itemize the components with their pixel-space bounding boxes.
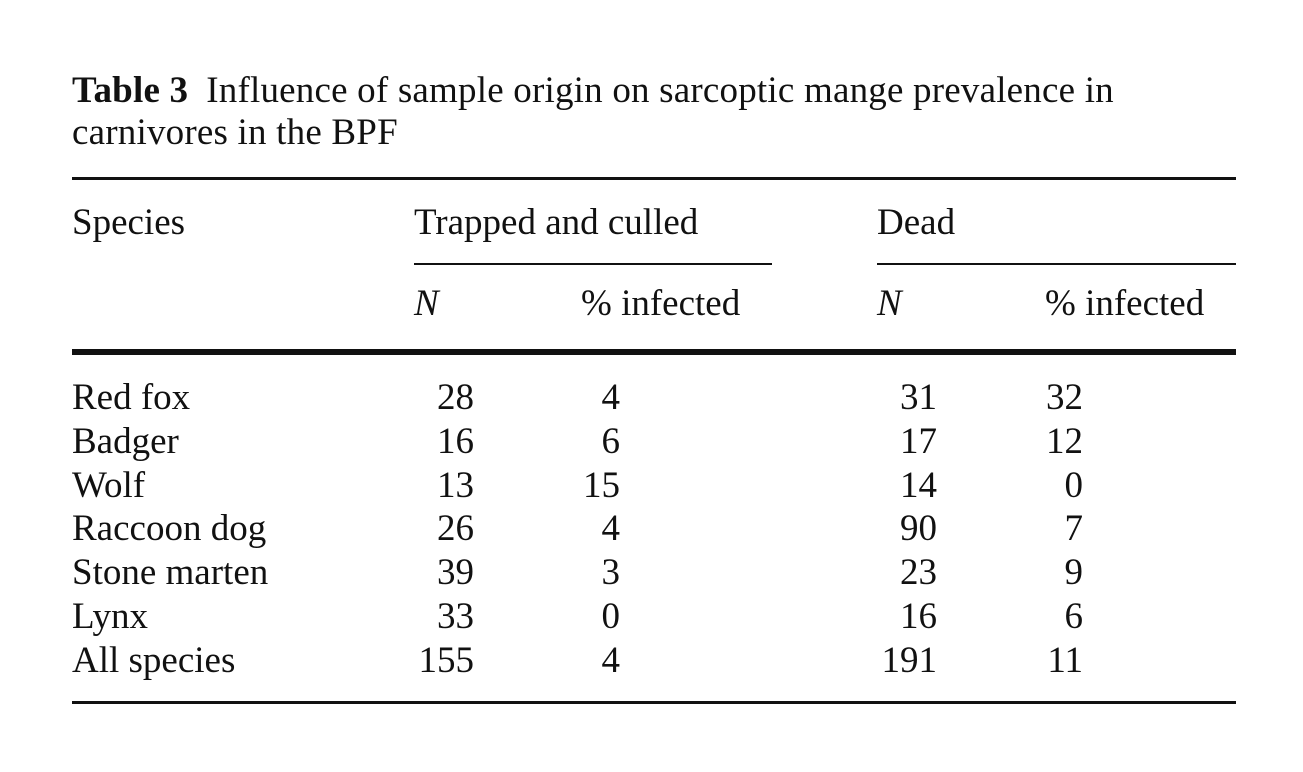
header-dead-n: N: [877, 283, 902, 324]
cell-dead-n: 14: [900, 465, 937, 506]
table-title: Influence of sample origin on sarcoptic …: [72, 70, 1114, 153]
header-thick-rule: [72, 349, 1236, 355]
cell-dead-pct: 7: [1064, 508, 1084, 549]
cell-trapped-n: 155: [418, 640, 475, 681]
cell-trapped-pct: 0: [601, 596, 621, 637]
cell-dead-n: 23: [900, 552, 937, 593]
cell-trapped-n: 33: [437, 596, 474, 637]
cell-dead-n: 191: [881, 640, 938, 681]
header-dead: Dead: [877, 202, 956, 243]
cell-species: All species: [72, 640, 236, 681]
header-trapped-n: N: [414, 283, 439, 324]
table-label: Table 3: [72, 70, 189, 111]
cell-trapped-pct: 6: [601, 421, 621, 462]
cell-trapped-n: 13: [437, 465, 474, 506]
trapped-group-rule: [414, 263, 772, 265]
header-trapped-pct: % infected: [581, 283, 741, 324]
cell-dead-n: 90: [900, 508, 937, 549]
bottom-rule: [72, 701, 1236, 704]
cell-dead-n: 31: [900, 377, 937, 418]
cell-dead-n: 16: [900, 596, 937, 637]
cell-trapped-n: 16: [437, 421, 474, 462]
table-caption: Table 3 Influence of sample origin on sar…: [72, 70, 1242, 154]
cell-dead-pct: 11: [1047, 640, 1083, 681]
dead-group-rule: [877, 263, 1236, 265]
cell-species: Stone marten: [72, 552, 269, 593]
header-trapped-and-culled: Trapped and culled: [414, 202, 699, 243]
cell-trapped-pct: 4: [601, 377, 621, 418]
top-rule: [72, 177, 1236, 180]
cell-species: Badger: [72, 421, 179, 462]
cell-species: Wolf: [72, 465, 146, 506]
cell-species: Lynx: [72, 596, 149, 637]
cell-species: Red fox: [72, 377, 191, 418]
cell-trapped-pct: 3: [601, 552, 621, 593]
cell-trapped-n: 26: [437, 508, 474, 549]
cell-dead-pct: 12: [1046, 421, 1083, 462]
cell-dead-pct: 6: [1064, 596, 1084, 637]
cell-trapped-pct: 4: [601, 508, 621, 549]
cell-trapped-n: 28: [437, 377, 474, 418]
header-dead-pct: % infected: [1045, 283, 1205, 324]
header-species: Species: [72, 202, 186, 243]
cell-dead-pct: 0: [1064, 465, 1084, 506]
cell-dead-pct: 32: [1046, 377, 1083, 418]
cell-species: Raccoon dog: [72, 508, 267, 549]
cell-trapped-n: 39: [437, 552, 474, 593]
cell-trapped-pct: 15: [583, 465, 620, 506]
cell-trapped-pct: 4: [601, 640, 621, 681]
cell-dead-n: 17: [900, 421, 937, 462]
cell-dead-pct: 9: [1064, 552, 1084, 593]
